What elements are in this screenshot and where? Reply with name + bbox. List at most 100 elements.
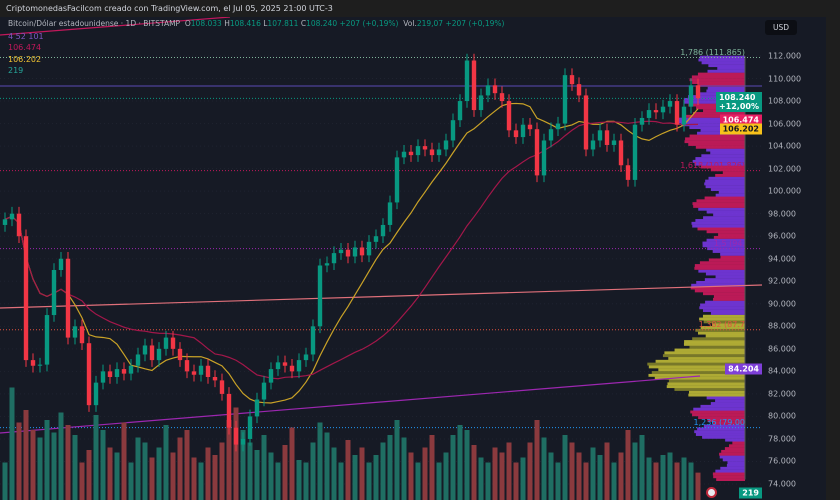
ma-slow-value[interactable]: 106.474 [8, 43, 42, 52]
candle-body [618, 140, 624, 166]
candle-body [632, 124, 638, 180]
candle-body [401, 151, 407, 158]
fib-label: 1,786 (111.865) [680, 47, 745, 57]
volume-profile-bar [677, 120, 745, 124]
candle-body [366, 241, 372, 256]
low-value: 107.811 [267, 19, 299, 28]
volume-profile-bar [692, 413, 745, 417]
volume-bar [632, 442, 638, 500]
volume-bar [513, 462, 519, 500]
volume-value[interactable]: 219 [8, 66, 24, 75]
volume-profile-bar [694, 162, 745, 166]
price-tick: 90.000 [768, 299, 796, 309]
volume-profile-bar [698, 331, 745, 335]
candle-body [65, 258, 71, 338]
candle-body [660, 106, 666, 113]
volume-bar [681, 457, 687, 500]
us-flag-event-icon[interactable] [706, 487, 717, 498]
volume-bar [212, 455, 218, 500]
candle-body [9, 213, 15, 220]
ma-fast-tag: 106.202 [719, 123, 762, 135]
volume-profile-bar [700, 326, 745, 329]
price-chart[interactable] [0, 17, 826, 500]
price-tick: 104.000 [768, 141, 802, 151]
volume-bar [345, 440, 351, 500]
price-tick: 78.000 [768, 434, 796, 444]
candle-body [352, 247, 358, 257]
candle-body [107, 371, 113, 377]
volume-profile-bar [668, 357, 745, 360]
volume-profile-bar [707, 86, 745, 90]
candle-body [114, 369, 120, 377]
close-label: C [300, 19, 307, 28]
volume-profile-bar [698, 207, 745, 211]
candle-body [345, 249, 351, 257]
volume-profile-bar [702, 241, 745, 245]
volume-bar [401, 437, 407, 500]
volume-profile-bar [708, 64, 745, 68]
volume-profile-bar [710, 168, 745, 172]
volume-bar [674, 462, 680, 500]
price-tick: 74.000 [768, 479, 796, 489]
volume-profile-bar [732, 441, 745, 445]
volume-bar [576, 452, 582, 500]
candle-body [247, 416, 253, 439]
volume-bar [415, 462, 421, 500]
candle-body [44, 315, 50, 365]
volume-bar [86, 450, 92, 500]
volume-profile-bar [684, 140, 745, 144]
candle-body [198, 365, 204, 375]
volume-bar [366, 462, 372, 500]
volume-profile-bar [722, 171, 745, 175]
close-value: 108.240 [306, 19, 338, 28]
price-tick: 100.000 [768, 186, 802, 196]
candle-body [590, 140, 596, 150]
volume-bar [30, 430, 36, 500]
volume-profile-bar [688, 393, 745, 397]
fib-label: 1,236 (79.00 [693, 417, 745, 427]
candle-body [233, 427, 239, 445]
volume-bar [177, 437, 183, 500]
volume-bar [170, 452, 176, 500]
candle-body [625, 165, 631, 180]
volume-profile-bar [681, 123, 745, 127]
candle-body [205, 365, 211, 377]
volume-profile-bar [706, 230, 745, 234]
candle-body [359, 247, 365, 256]
volume-bar [254, 450, 260, 500]
volume-profile-bar [722, 458, 745, 462]
volume-profile-bar [667, 382, 745, 386]
ma-fast-value[interactable]: 106.202 [8, 55, 42, 64]
candle-body [597, 130, 603, 141]
volume-profile-bar [705, 272, 745, 276]
vol-label: Vol. [403, 19, 417, 28]
indicator-params[interactable]: 4 52 101 [8, 32, 44, 41]
volume-profile-bar [728, 444, 745, 448]
price-tick: 96.000 [768, 231, 796, 241]
volume-bar [233, 407, 239, 500]
volume-bar [226, 420, 232, 500]
candle-body [562, 75, 568, 124]
volume-profile-bar [720, 466, 745, 470]
candle-body [499, 93, 505, 102]
volume-profile-bar [704, 196, 745, 200]
price-tick: 86.000 [768, 344, 796, 354]
chart-pane[interactable] [0, 17, 826, 500]
volume-profile-bar [712, 472, 745, 476]
candle-body [275, 362, 281, 370]
volume-profile-bar [684, 340, 745, 344]
currency-button[interactable]: USD [765, 20, 797, 35]
volume-profile-bar [694, 264, 745, 267]
volume-profile-bar [725, 438, 745, 442]
volume-profile-bar [699, 317, 745, 321]
volume-bar [541, 437, 547, 500]
volume-profile-bar [703, 424, 745, 428]
candle-body [604, 130, 610, 145]
volume-profile-bar [692, 81, 745, 84]
volume-profile-bar [719, 455, 745, 459]
volume-profile-bar [705, 334, 745, 338]
volume-profile-bar [712, 323, 745, 327]
volume-bar [688, 462, 694, 500]
volume-bar [65, 425, 71, 500]
volume-profile-bar [703, 309, 745, 313]
